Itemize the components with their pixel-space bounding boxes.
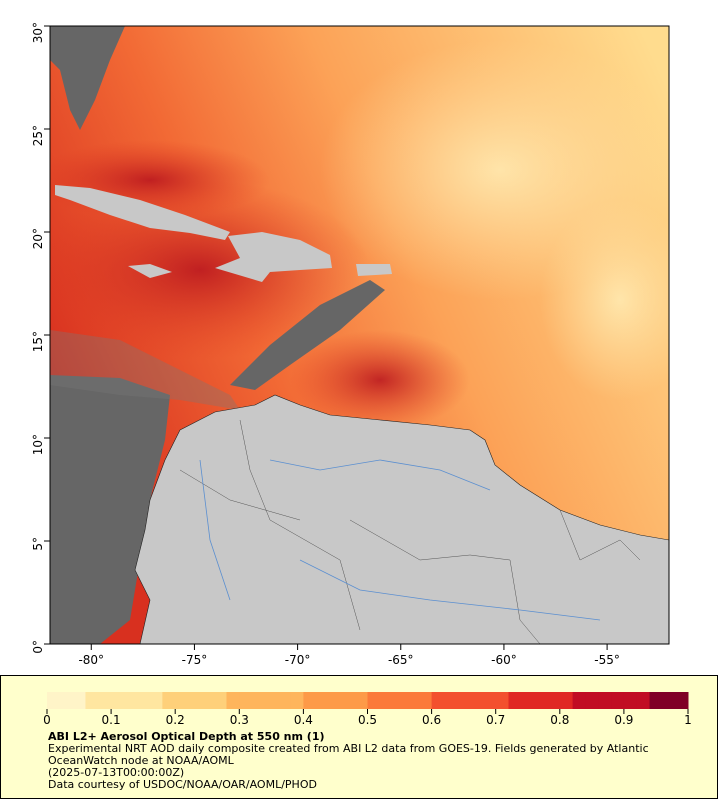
colorbar-swatch [162,692,176,709]
colorbar-swatch [585,692,599,709]
colorbar-swatch [521,692,535,709]
colorbar-tick-label: 0 [43,713,51,727]
colorbar-swatch [316,692,330,709]
central-america-nodata [50,375,170,644]
aod-high [50,180,370,360]
colorbar-swatch [393,692,407,709]
colorbar-swatch [188,692,202,709]
colorbar-swatch [482,692,497,709]
colorbar-swatch [85,692,99,709]
colorbar-swatch [303,692,317,709]
jamaica [128,264,172,278]
colorbar-swatch [470,692,484,709]
x-tick-label: -75° [182,653,208,667]
colorbar-swatch [598,692,612,709]
colorbar-swatch [623,692,638,709]
colorbar-swatch [72,692,86,709]
colorbar-swatch [662,692,676,709]
colorbar: 0 0.1 0.2 0.3 0.4 0.5 0.6 0.7 0.8 0.9 1 [43,692,692,727]
hispaniola [215,232,332,282]
puerto-rico [356,264,392,276]
colorbar-tick-label: 0.9 [614,713,633,727]
y-tick-label: 10° [31,434,45,455]
cuba [55,185,230,240]
nodata-streak [230,280,385,390]
colorbar-swatch [405,692,420,709]
x-tick-label: -60° [491,653,517,667]
caption-text: ABI L2+ Aerosol Optical Depth at 550 nm … [48,731,688,791]
aod-high [290,330,470,430]
y-tick-label: 0° [31,640,45,654]
nodata-patch [50,330,240,410]
colorbar-swatch [611,692,625,709]
colorbar-tick-label: 0.2 [166,713,185,727]
caption-description: Experimental NRT AOD daily composite cre… [48,742,649,767]
colorbar-swatch [47,692,61,709]
colorbar-swatch [380,692,394,709]
colorbar-swatch [367,692,381,709]
y-tick-label: 20° [31,228,45,249]
map-figure: -80° -75° -70° -65° -60° -55° 0° 5° 10° 15° 20° 25°… [31,22,670,667]
y-tick-label: 30° [31,22,45,43]
colorbar-tick-label: 0.8 [550,713,569,727]
colorbar-swatch [98,692,112,709]
colorbar-swatch [329,692,343,709]
y-tick-label: 5° [31,537,45,551]
colorbar-swatch [457,692,471,709]
colorbar-swatch [341,692,356,709]
colorbar-swatch [111,692,125,709]
colorbar-tick-label: 0.7 [486,713,505,727]
colorbar-swatch [675,692,689,709]
colorbar-swatch [546,692,561,709]
colorbar-swatch [444,692,458,709]
x-tick-label: -65° [388,653,414,667]
colorbar-swatch [534,692,548,709]
colorbar-swatch [175,692,189,709]
colorbar-swatch [649,692,663,709]
colorbar-swatch [239,692,253,709]
y-tick-label: 15° [31,331,45,352]
caption-title: ABI L2+ Aerosol Optical Depth at 550 nm … [48,730,325,743]
colorbar-swatch [149,692,163,709]
south-america [134,394,669,644]
colorbar-tick-label: 0.4 [294,713,313,727]
colorbar-tick-label: 0.3 [230,713,249,727]
colorbar-swatch [290,692,304,709]
x-tick-label: -55° [594,653,620,667]
caption-time: (2025-07-13T00:00:00Z) [48,766,185,779]
colorbar-swatch [252,692,266,709]
colorbar-swatch [572,692,586,709]
x-tick-label: -70° [285,653,311,667]
colorbar-tick-label: 0.6 [422,713,441,727]
colorbar-tick-label: 1 [684,713,692,727]
map-area [50,26,669,644]
colorbar-swatch [136,692,151,709]
colorbar-swatch [636,692,651,709]
colorbar-swatch [200,692,215,709]
colorbar-swatch [213,692,227,709]
caption-credit: Data courtesy of USDOC/NOAA/OAR/AOML/PHO… [48,778,317,791]
colorbar-swatch [354,692,368,709]
x-tick-label: -80° [78,653,104,667]
florida-nodata [50,26,125,130]
colorbar-swatch [123,692,138,709]
colorbar-swatch [495,692,510,709]
colorbar-swatch [277,692,292,709]
colorbar-tick-label: 0.1 [102,713,121,727]
aod-low [540,200,669,400]
colorbar-tick-label: 0.5 [358,713,377,727]
colorbar-swatch [559,692,574,709]
colorbar-swatch [59,692,74,709]
colorbar-swatch [264,692,279,709]
rivers [199,459,601,621]
colorbar-swatch [431,692,445,709]
colorbar-swatch [418,692,433,709]
y-tick-label: 25° [31,125,45,146]
colorbar-swatch [508,692,522,709]
colorbar-swatch [226,692,240,709]
